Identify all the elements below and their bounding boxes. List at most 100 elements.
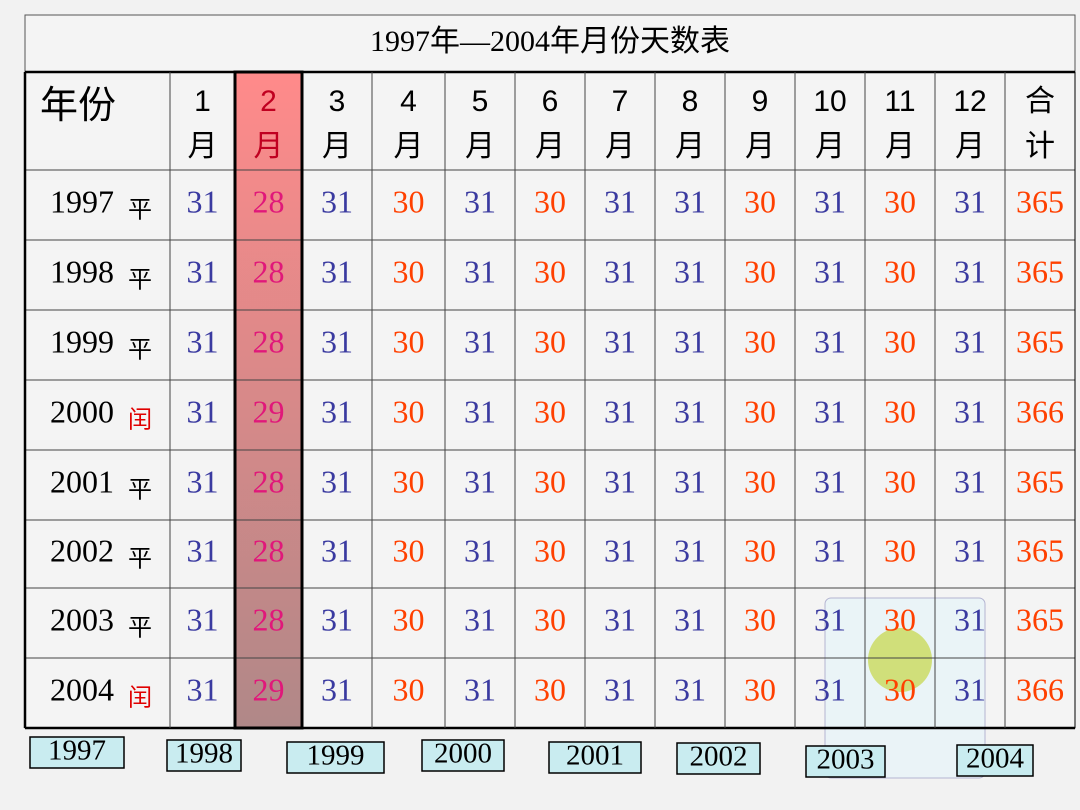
day-count: 30 xyxy=(744,463,776,499)
year-button[interactable] xyxy=(805,745,886,778)
row-total: 365 xyxy=(1016,532,1064,568)
day-count: 30 xyxy=(534,532,566,568)
day-count: 31 xyxy=(321,393,353,429)
day-count: 31 xyxy=(187,463,219,499)
header-month-num: 8 xyxy=(682,85,699,118)
day-count: 30 xyxy=(744,671,776,707)
day-count: 30 xyxy=(744,393,776,429)
header-month-num: 5 xyxy=(472,85,489,118)
year-button[interactable] xyxy=(29,736,125,769)
day-count: 31 xyxy=(814,253,846,289)
row-total: 365 xyxy=(1016,183,1064,219)
day-count: 31 xyxy=(187,183,219,219)
header-month-num: 6 xyxy=(542,85,559,118)
year-button[interactable] xyxy=(676,742,761,775)
row-total: 365 xyxy=(1016,253,1064,289)
year-button[interactable] xyxy=(548,741,642,774)
header-month-unit: 月 xyxy=(394,130,424,163)
header-month-num: 11 xyxy=(884,85,915,118)
row-kind: 平 xyxy=(128,545,152,572)
day-count: 31 xyxy=(604,323,636,359)
row-kind: 闰 xyxy=(128,406,152,433)
day-count: 28 xyxy=(253,253,285,289)
day-count: 29 xyxy=(253,393,285,429)
header-month-unit: 月 xyxy=(254,130,284,163)
year-button[interactable] xyxy=(421,739,505,772)
day-count: 31 xyxy=(321,601,353,637)
header-month-unit: 月 xyxy=(605,130,635,163)
day-count: 31 xyxy=(604,463,636,499)
day-count: 30 xyxy=(534,393,566,429)
year-button-label[interactable]: 2000 xyxy=(434,738,492,770)
day-count: 31 xyxy=(954,393,986,429)
header-total: 计 xyxy=(1025,130,1055,163)
header-month-num: 3 xyxy=(329,85,346,118)
header-month-unit: 月 xyxy=(322,130,352,163)
day-count: 30 xyxy=(393,532,425,568)
day-count: 31 xyxy=(814,601,846,637)
header-month-num: 9 xyxy=(752,85,769,118)
day-count: 30 xyxy=(744,183,776,219)
row-total: 365 xyxy=(1016,323,1064,359)
year-button[interactable] xyxy=(956,744,1034,777)
day-count: 29 xyxy=(253,671,285,707)
day-count: 30 xyxy=(534,601,566,637)
day-count: 31 xyxy=(321,532,353,568)
row-total: 366 xyxy=(1016,393,1064,429)
day-count: 30 xyxy=(884,183,916,219)
header-year: 年份 xyxy=(40,85,116,127)
day-count: 31 xyxy=(321,323,353,359)
year-button-label[interactable]: 1999 xyxy=(307,740,365,772)
day-count: 31 xyxy=(464,671,496,707)
day-count: 28 xyxy=(253,323,285,359)
row-total: 366 xyxy=(1016,671,1064,707)
header-month-unit: 月 xyxy=(885,130,915,163)
day-count: 30 xyxy=(393,323,425,359)
day-count: 31 xyxy=(814,671,846,707)
day-count: 31 xyxy=(954,183,986,219)
row-kind: 闰 xyxy=(128,684,152,711)
day-count: 31 xyxy=(954,671,986,707)
row-kind: 平 xyxy=(128,476,152,503)
day-count: 31 xyxy=(674,323,706,359)
year-button[interactable] xyxy=(166,739,242,772)
year-button-label[interactable]: 2003 xyxy=(817,744,875,776)
day-count: 31 xyxy=(674,253,706,289)
header-month-num: 7 xyxy=(612,85,629,118)
day-count: 30 xyxy=(884,532,916,568)
year-button-label[interactable]: 2004 xyxy=(966,743,1025,775)
day-count: 31 xyxy=(604,253,636,289)
day-count: 28 xyxy=(253,183,285,219)
day-count: 30 xyxy=(884,463,916,499)
day-count: 31 xyxy=(187,393,219,429)
day-count: 30 xyxy=(744,601,776,637)
year-button-label[interactable]: 2002 xyxy=(690,741,748,773)
day-count: 30 xyxy=(393,463,425,499)
day-count: 31 xyxy=(187,323,219,359)
day-count: 31 xyxy=(187,601,219,637)
day-count: 31 xyxy=(674,393,706,429)
day-count: 30 xyxy=(884,253,916,289)
row-year: 2004 xyxy=(50,671,114,707)
day-count: 31 xyxy=(464,253,496,289)
header-month-unit: 月 xyxy=(188,130,218,163)
day-count: 28 xyxy=(253,463,285,499)
header-month-unit: 月 xyxy=(465,130,495,163)
year-button-label[interactable]: 1998 xyxy=(175,738,233,770)
day-count: 31 xyxy=(814,532,846,568)
day-count: 31 xyxy=(321,671,353,707)
header-month-unit: 月 xyxy=(745,130,775,163)
year-button-label[interactable]: 1997 xyxy=(48,735,106,767)
day-count: 31 xyxy=(604,601,636,637)
header-month-unit: 月 xyxy=(535,130,565,163)
day-count: 30 xyxy=(393,183,425,219)
feb-highlight xyxy=(235,72,302,728)
year-button[interactable] xyxy=(286,741,385,774)
row-year: 1997 xyxy=(50,183,114,219)
year-button-label[interactable]: 2001 xyxy=(566,740,624,772)
day-count: 30 xyxy=(744,253,776,289)
row-year: 2002 xyxy=(50,532,114,568)
title: 1997年—2004年月份天数表 xyxy=(370,25,730,58)
day-count: 31 xyxy=(604,393,636,429)
